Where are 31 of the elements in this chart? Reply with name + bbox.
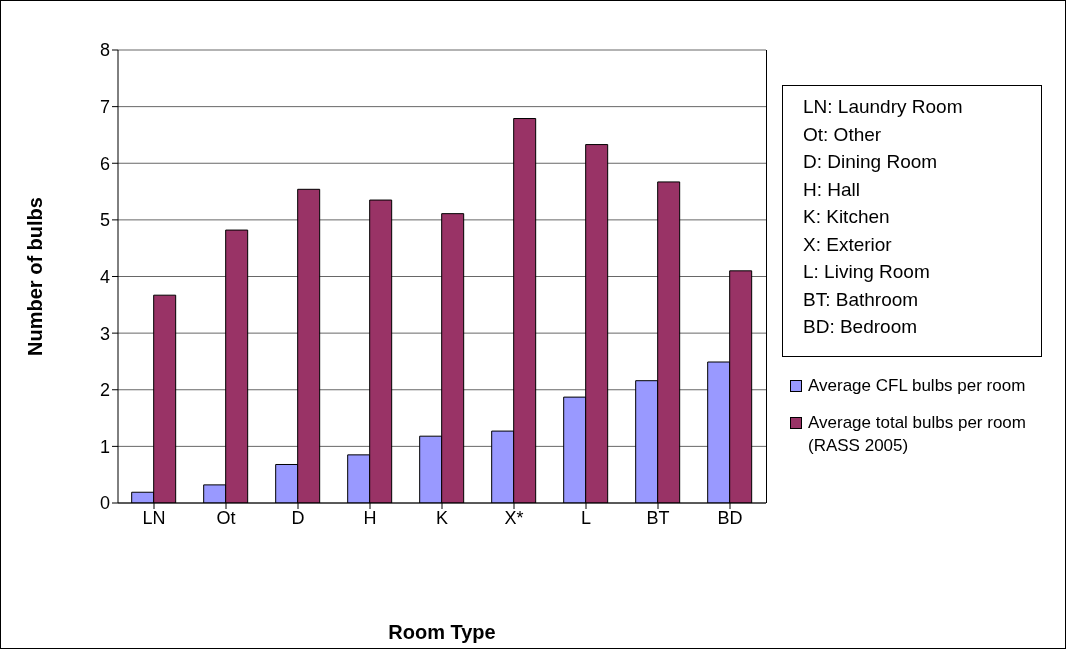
text: LN: Laundry Room [803, 95, 964, 119]
text: BD: Bedroom [803, 315, 919, 339]
y-tick-label: 8 [99, 40, 110, 61]
x-tick-label: LN [142, 507, 166, 528]
y-tick-label: 5 [99, 210, 110, 231]
x-tick-label: L [580, 507, 592, 528]
x-axis-title: Room Type [388, 621, 496, 643]
x-tick-label: K [435, 507, 449, 528]
text: K: Kitchen [803, 205, 891, 229]
x-tick-label: BD [717, 507, 743, 528]
text: D: Dining Room [803, 150, 939, 174]
x-tick-label: Ot [216, 507, 236, 528]
y-tick-label: 2 [99, 380, 110, 401]
text: L: Living Room [803, 260, 931, 284]
x-tick-label: H [363, 507, 377, 528]
y-tick-label: 3 [99, 323, 110, 344]
y-axis-title: Number of bulbs [24, 197, 47, 356]
x-tick-label: D [291, 507, 305, 528]
y-tick-label: 7 [99, 97, 110, 118]
text: Ot: Other [803, 122, 883, 147]
text: BT: Bathroom [803, 287, 920, 312]
y-tick-label: 1 [99, 436, 110, 457]
legend-label: Average total bulbs per room (RASS 2005) [808, 412, 1027, 457]
x-tick-label: BT [646, 507, 670, 528]
text: H: Hall [803, 177, 861, 202]
y-tick-label: 6 [99, 153, 110, 174]
y-tick-label: 4 [99, 266, 110, 287]
y-tick-label: 0 [99, 493, 110, 514]
x-tick-label: X* [504, 507, 524, 528]
legend-label: Average CFL bulbs per room [808, 375, 1026, 397]
text: X: Exterior [803, 232, 893, 257]
